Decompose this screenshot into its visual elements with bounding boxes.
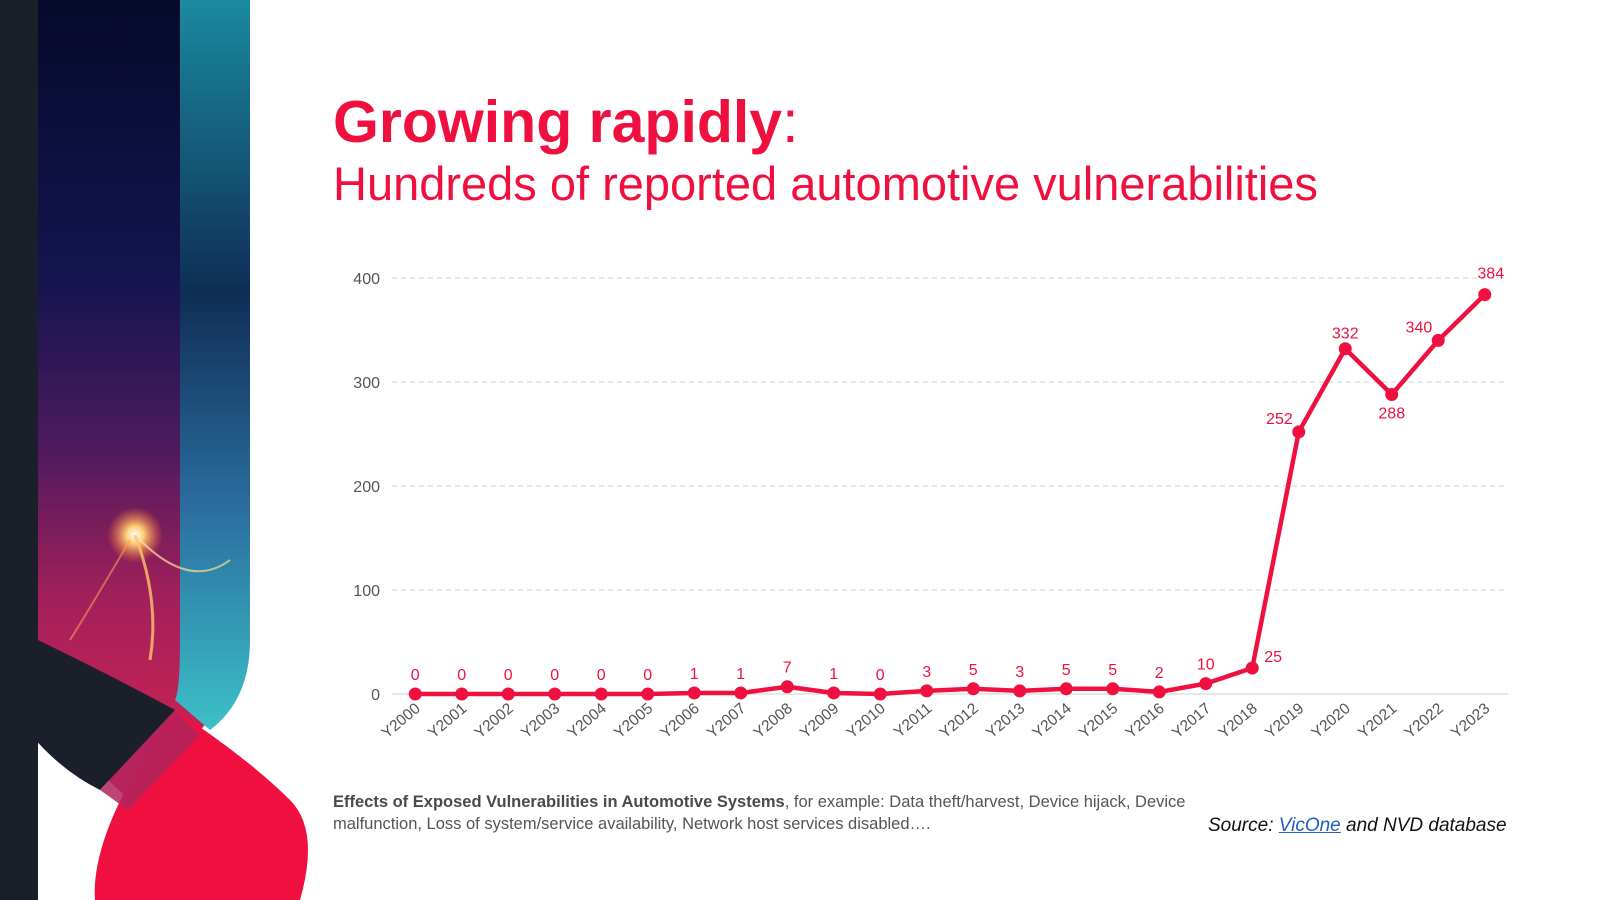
data-label: 5 (1108, 662, 1117, 679)
y-tick-label: 100 (353, 583, 380, 600)
data-point (920, 684, 934, 698)
title-subtitle: Hundreds of reported automotive vulnerab… (333, 157, 1318, 210)
data-label: 0 (550, 667, 559, 684)
data-point (966, 682, 980, 696)
footnote-text: , for example: Data theft/harvest, Devic… (333, 793, 1186, 833)
x-tick-label: Y2007 (704, 700, 749, 742)
data-label: 0 (411, 667, 420, 684)
x-tick-label: Y2010 (844, 700, 890, 742)
source-prefix: Source: (1208, 815, 1279, 836)
x-tick-label: Y2001 (425, 700, 470, 742)
footnote-bold: Effects of Exposed Vulnerabilities in Au… (333, 793, 785, 811)
data-point (1478, 288, 1492, 302)
data-label: 10 (1197, 657, 1215, 674)
data-point (1059, 682, 1073, 696)
data-label: 0 (597, 667, 606, 684)
data-point (455, 687, 469, 701)
x-tick-label: Y2009 (797, 700, 842, 742)
data-label: 0 (876, 667, 885, 684)
title-colon: : (782, 89, 799, 155)
data-point (1152, 685, 1166, 699)
y-tick-label: 400 (353, 271, 380, 288)
x-tick-label: Y2022 (1402, 700, 1447, 742)
data-point (780, 680, 794, 694)
x-tick-label: Y2003 (518, 700, 563, 742)
source-suffix: and NVD database (1340, 815, 1507, 836)
data-point (1199, 677, 1213, 691)
data-point (827, 686, 841, 700)
x-tick-label: Y2020 (1309, 700, 1355, 742)
data-point (641, 687, 655, 701)
y-tick-label: 300 (353, 375, 380, 392)
data-point (548, 687, 562, 701)
data-label: 1 (736, 666, 745, 683)
x-tick-label: Y2005 (611, 700, 656, 742)
data-point (1431, 333, 1445, 347)
data-label: 332 (1332, 326, 1359, 343)
x-tick-label: Y2023 (1448, 700, 1493, 742)
data-label: 2 (1155, 665, 1164, 682)
data-label: 384 (1477, 266, 1504, 283)
data-point (873, 687, 887, 701)
data-label: 25 (1264, 649, 1282, 666)
x-tick-label: Y2006 (658, 700, 703, 742)
footnote: Effects of Exposed Vulnerabilities in Au… (333, 791, 1193, 835)
x-tick-label: Y2014 (1030, 700, 1076, 742)
x-tick-label: Y2002 (472, 700, 517, 742)
data-point (408, 687, 422, 701)
data-point (1292, 425, 1306, 439)
x-tick-label: Y2017 (1169, 700, 1214, 742)
data-label: 0 (504, 667, 513, 684)
y-tick-label: 0 (371, 687, 380, 704)
data-point (1013, 684, 1027, 698)
data-point (1338, 342, 1352, 356)
x-tick-label: Y2019 (1262, 700, 1307, 742)
data-label: 7 (783, 660, 792, 677)
data-point (1106, 682, 1120, 696)
data-point (594, 687, 608, 701)
data-label: 3 (1015, 664, 1024, 681)
data-point (1245, 661, 1259, 675)
data-point (1385, 387, 1399, 401)
x-tick-label: Y2011 (891, 700, 935, 741)
data-label: 252 (1266, 411, 1293, 428)
source-citation: Source: VicOne and NVD database (1208, 815, 1507, 837)
data-label: 0 (643, 667, 652, 684)
series-line (413, 292, 1487, 697)
title-strong-text: Growing rapidly (333, 89, 783, 155)
data-label: 5 (969, 662, 978, 679)
data-point (501, 687, 515, 701)
y-tick-label: 200 (353, 479, 380, 496)
data-label: 1 (690, 666, 699, 683)
title-heading: Growing rapidly: (333, 88, 1318, 156)
data-label: 5 (1062, 662, 1071, 679)
x-tick-label: Y2012 (937, 700, 982, 742)
data-point (734, 686, 748, 700)
data-label: 1 (829, 666, 838, 683)
x-tick-label: Y2016 (1123, 700, 1168, 742)
data-label: 3 (922, 664, 931, 681)
x-tick-label: Y2013 (983, 700, 1028, 742)
x-tick-label: Y2018 (1216, 700, 1261, 742)
x-tick-label: Y2000 (379, 700, 425, 742)
decorative-city-lights-banner (0, 0, 320, 900)
x-tick-label: Y2021 (1355, 700, 1400, 742)
data-label: 288 (1378, 405, 1405, 422)
data-label: 340 (1406, 319, 1433, 336)
source-link-vicone[interactable]: VicOne (1278, 815, 1341, 836)
slide-title: Growing rapidly: Hundreds of reported au… (333, 88, 1318, 212)
data-point (687, 686, 701, 700)
data-label: 0 (457, 667, 466, 684)
x-tick-label: Y2004 (565, 700, 611, 742)
x-tick-label: Y2015 (1076, 700, 1121, 742)
x-tick-label: Y2008 (751, 700, 796, 742)
